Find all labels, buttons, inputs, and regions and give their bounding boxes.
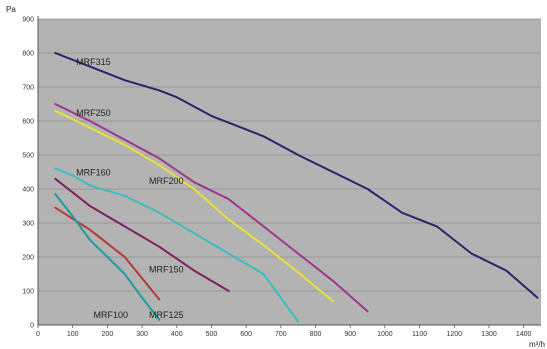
- series-line-mrf100: [54, 193, 161, 321]
- x-tick-label: 800: [310, 331, 322, 338]
- series-label-mrf315: MRF315: [76, 57, 111, 67]
- series-line-mrf200: [54, 109, 334, 303]
- y-tick-label: 300: [22, 221, 34, 228]
- axes: [37, 16, 541, 326]
- series-line-mrf150: [54, 177, 230, 292]
- series-lines: [54, 52, 539, 323]
- y-tick-label: 0: [30, 323, 34, 330]
- x-tick-label: 400: [171, 331, 183, 338]
- series-annotations: MRF315 MRF250 MRF200 MRF160 MRF150 MRF125 MRF1…: [76, 57, 183, 320]
- x-axis-ticks: 0 100 200 300 400 500 600 700 800 900 1000 1100 1200…: [36, 325, 532, 338]
- x-tick-label: 300: [136, 331, 148, 338]
- y-tick-label: 600: [22, 119, 34, 126]
- y-tick-label: 400: [22, 187, 34, 194]
- y-axis-title: Pa: [6, 5, 16, 14]
- series-label-mrf100: MRF100: [94, 310, 129, 320]
- x-tick-label: 200: [102, 331, 114, 338]
- x-tick-label: 1100: [412, 331, 427, 338]
- x-tick-label: 500: [206, 331, 218, 338]
- x-axis-title: m³/h: [529, 340, 545, 349]
- x-tick-label: 1400: [516, 331, 532, 338]
- y-tick-label: 900: [22, 17, 34, 24]
- x-tick-label: 1000: [377, 331, 393, 338]
- series-label-mrf125: MRF125: [149, 310, 184, 320]
- series-label-mrf150: MRF150: [149, 264, 184, 274]
- x-tick-label: 900: [344, 331, 356, 338]
- series-line-mrf315: [54, 52, 539, 299]
- y-tick-label: 100: [22, 289, 34, 296]
- y-tick-label: 700: [22, 85, 34, 92]
- series-line-mrf250: [54, 103, 369, 313]
- x-tick-label: 0: [36, 331, 40, 338]
- x-tick-label: 100: [67, 331, 79, 338]
- series-line-mrf125: [54, 206, 161, 301]
- series-label-mrf250: MRF250: [76, 108, 111, 118]
- series-label-mrf160: MRF160: [76, 167, 111, 177]
- x-tick-label: 600: [240, 331, 252, 338]
- y-tick-label: 800: [22, 51, 34, 58]
- x-tick-label: 1300: [481, 331, 497, 338]
- series-line-mrf160: [54, 167, 300, 323]
- plot-area: [38, 19, 541, 325]
- y-tick-label: 200: [22, 255, 34, 262]
- x-tick-label: 1200: [446, 331, 462, 338]
- series-label-mrf200: MRF200: [149, 176, 184, 186]
- x-tick-label: 700: [275, 331, 287, 338]
- y-axis-ticks: 0 100 200 300 400 500 600 700 800 900: [22, 17, 34, 330]
- gridlines: [38, 18, 541, 292]
- y-tick-label: 500: [22, 153, 34, 160]
